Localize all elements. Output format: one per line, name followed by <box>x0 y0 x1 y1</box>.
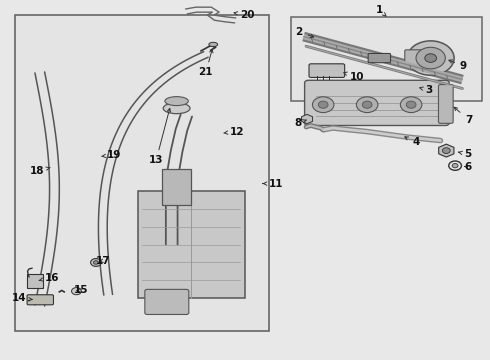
Ellipse shape <box>163 103 190 114</box>
Circle shape <box>318 101 328 108</box>
Circle shape <box>425 54 437 62</box>
Text: 14: 14 <box>11 293 32 303</box>
Circle shape <box>94 261 98 264</box>
Text: 13: 13 <box>149 108 171 165</box>
FancyBboxPatch shape <box>405 50 425 66</box>
Text: 19: 19 <box>101 150 122 160</box>
Text: 7: 7 <box>454 107 472 125</box>
Text: 10: 10 <box>344 72 365 82</box>
Circle shape <box>356 97 378 113</box>
Text: 6: 6 <box>464 162 471 172</box>
Circle shape <box>91 258 101 266</box>
Text: 4: 4 <box>405 137 419 147</box>
Text: 21: 21 <box>198 49 213 77</box>
FancyBboxPatch shape <box>145 289 189 315</box>
Circle shape <box>442 148 450 153</box>
Circle shape <box>452 163 458 168</box>
Text: 15: 15 <box>74 285 89 296</box>
Bar <box>15 15 270 330</box>
FancyBboxPatch shape <box>26 274 43 288</box>
Text: 9: 9 <box>449 60 467 71</box>
FancyBboxPatch shape <box>368 53 391 63</box>
Text: 18: 18 <box>30 166 50 176</box>
FancyBboxPatch shape <box>439 85 453 123</box>
Text: 1: 1 <box>375 5 386 16</box>
Text: 3: 3 <box>420 85 433 95</box>
Circle shape <box>72 288 81 295</box>
Text: 11: 11 <box>263 179 283 189</box>
FancyBboxPatch shape <box>309 64 344 77</box>
Text: 12: 12 <box>224 127 244 136</box>
Circle shape <box>362 101 372 108</box>
Text: 17: 17 <box>96 256 111 266</box>
FancyBboxPatch shape <box>27 295 53 305</box>
Circle shape <box>313 97 334 113</box>
Bar <box>292 17 482 101</box>
Ellipse shape <box>165 96 188 105</box>
FancyBboxPatch shape <box>138 191 245 298</box>
Text: 2: 2 <box>295 27 314 37</box>
Text: 20: 20 <box>234 10 255 20</box>
Circle shape <box>407 41 454 75</box>
Bar <box>162 169 191 205</box>
Text: 16: 16 <box>39 273 59 283</box>
Circle shape <box>400 97 422 113</box>
Ellipse shape <box>209 42 218 46</box>
Text: 5: 5 <box>458 149 471 159</box>
Circle shape <box>406 101 416 108</box>
Text: 8: 8 <box>294 118 307 128</box>
Circle shape <box>416 47 445 69</box>
FancyBboxPatch shape <box>305 80 449 126</box>
